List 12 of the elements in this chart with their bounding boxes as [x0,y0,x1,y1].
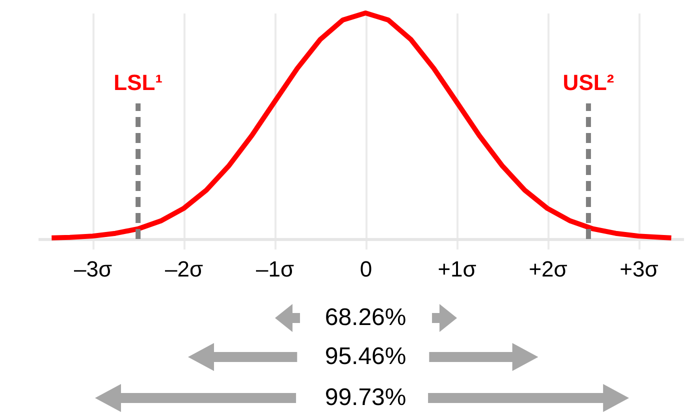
ref-line-label: USL² [562,70,614,96]
x-tick-label: +1σ [438,256,477,282]
x-tick-label: +3σ [620,256,659,282]
x-tick-label: +2σ [528,256,568,282]
text: 68.26% [324,303,408,333]
text: 95.46% [324,342,408,372]
text: 99.73% [324,383,408,413]
x-tick-label: –2σ [165,256,204,282]
x-tick-label: –3σ [74,256,113,282]
x-tick-label: 0 [360,256,372,282]
x-tick-label: –1σ [256,256,295,282]
ref-line-label: LSL¹ [114,70,163,96]
